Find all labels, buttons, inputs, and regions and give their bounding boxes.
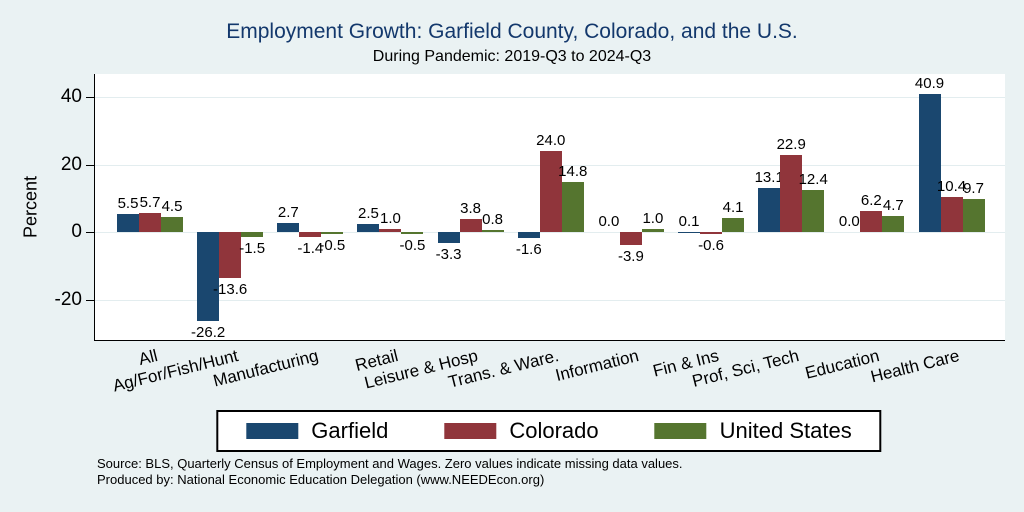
value-label-united-states-ag-for-fish-hunt: -1.5 [239, 240, 266, 258]
value-label-colorado-information: -3.9 [617, 248, 644, 266]
y-tick--20 [86, 299, 94, 301]
gridline-y-0 [95, 232, 1005, 234]
bar-united-states-manufacturing [321, 232, 344, 234]
bar-colorado-trans-ware [539, 151, 562, 233]
value-label-garfield-information: 0.0 [598, 213, 620, 231]
bar-garfield-health-care [918, 93, 941, 233]
bar-united-states-ag-for-fish-hunt [241, 232, 264, 238]
bar-united-states-all [161, 217, 183, 233]
bar-colorado-manufacturing [299, 232, 322, 238]
plot-area: 5.5 -26.2 2.7 2.5 -3.3 -1.6 0.0 0.1 13.1 0.0 40.9 5… [94, 74, 1005, 341]
value-label-garfield-trans-ware: -1.6 [515, 240, 542, 258]
bar-colorado-ag-for-fish-hunt [219, 232, 242, 279]
value-label-colorado-all: 5.7 [139, 194, 161, 211]
source-line-1: Source: BLS, Quarterly Census of Employm… [97, 456, 683, 471]
x-label-education: Education [802, 346, 881, 383]
value-label-colorado-ag-for-fish-hunt: -13.6 [213, 281, 248, 299]
x-label-health-care: Health Care [868, 346, 962, 387]
bar-garfield-ag-for-fish-hunt [197, 232, 220, 321]
bar-colorado-fin-ins [700, 232, 723, 235]
source-line-2: Produced by: National Economic Education… [97, 472, 545, 487]
bar-united-states-leisure-hosp [481, 229, 504, 233]
value-label-united-states-all: 4.5 [161, 198, 183, 216]
bar-united-states-prof-sci-tech [802, 190, 825, 233]
y-tick-label-20: 20 [60, 153, 82, 175]
value-label-colorado-manufacturing: -1.4 [297, 240, 324, 258]
y-tick-label--20: -20 [54, 288, 82, 310]
bar-united-states-trans-ware [561, 182, 584, 233]
value-label-united-states-retail: -0.5 [399, 236, 426, 254]
value-label-colorado-fin-ins: -0.6 [698, 237, 724, 255]
bar-garfield-trans-ware [517, 232, 540, 238]
value-label-united-states-manufacturing: -0.5 [319, 236, 346, 254]
bar-united-states-information [641, 228, 664, 233]
value-label-colorado-education: 6.2 [860, 192, 882, 210]
value-label-colorado-prof-sci-tech: 22.9 [776, 135, 806, 153]
value-label-garfield-retail: 2.5 [358, 204, 379, 222]
gridline-y--20 [95, 299, 1005, 301]
bar-colorado-education [860, 211, 883, 233]
value-label-garfield-all: 5.5 [117, 194, 139, 212]
legend-item-garfield: Garfield [246, 418, 388, 444]
value-label-united-states-trans-ware: 14.8 [558, 163, 588, 181]
chart-subtitle: During Pandemic: 2019-Q3 to 2024-Q3 [372, 48, 652, 65]
value-label-garfield-ag-for-fish-hunt: -26.2 [191, 323, 226, 341]
bar-garfield-leisure-hosp [437, 232, 460, 244]
legend-item-united-states: United States [654, 418, 852, 444]
bar-colorado-health-care [940, 197, 963, 233]
value-label-united-states-information: 1.0 [642, 209, 664, 227]
legend-swatch-garfield [246, 423, 299, 439]
legend-swatch-united-states [654, 423, 707, 439]
value-label-garfield-manufacturing: 2.7 [277, 204, 299, 222]
y-tick-20 [86, 164, 94, 166]
value-label-garfield-leisure-hosp: -3.3 [435, 246, 462, 264]
source-note: Source: BLS, Quarterly Census of Employm… [97, 456, 683, 488]
bar-colorado-retail [379, 228, 402, 233]
value-label-united-states-health-care: 9.7 [963, 180, 984, 198]
bar-colorado-all [139, 213, 161, 233]
value-label-colorado-leisure-hosp: 3.8 [460, 200, 482, 218]
value-label-colorado-trans-ware: 24.0 [536, 132, 566, 150]
x-label-information: Information [553, 346, 641, 386]
legend-label-united-states: United States [719, 418, 852, 443]
y-tick-40 [86, 96, 94, 98]
value-label-united-states-education: 4.7 [882, 197, 904, 215]
y-tick-0 [86, 232, 94, 234]
bar-garfield-manufacturing [277, 223, 300, 233]
gridline-y-40 [95, 96, 1005, 98]
legend-swatch-colorado [444, 423, 497, 439]
bar-colorado-prof-sci-tech [780, 154, 803, 233]
bar-garfield-prof-sci-tech [758, 187, 781, 233]
value-label-garfield-health-care: 40.9 [914, 74, 945, 92]
bar-united-states-health-care [962, 199, 985, 233]
legend-label-colorado: Colorado [509, 418, 599, 443]
value-label-united-states-fin-ins: 4.1 [722, 199, 744, 217]
value-label-garfield-fin-ins: 0.1 [678, 212, 700, 230]
bar-united-states-education [882, 216, 905, 233]
bar-garfield-retail [357, 223, 380, 233]
bar-colorado-information [619, 232, 642, 246]
value-label-garfield-prof-sci-tech: 13.1 [754, 168, 784, 186]
y-tick-label-40: 40 [60, 85, 82, 107]
bar-garfield-all [117, 213, 139, 233]
value-label-garfield-education: 0.0 [838, 213, 860, 231]
legend-item-colorado: Colorado [444, 418, 599, 444]
legend: Garfield Colorado United States [216, 410, 882, 452]
chart-title: Employment Growth: Garfield County, Colo… [226, 20, 798, 43]
value-label-united-states-prof-sci-tech: 12.4 [798, 171, 828, 189]
bar-colorado-leisure-hosp [459, 219, 482, 233]
bar-united-states-retail [401, 232, 424, 234]
value-label-united-states-leisure-hosp: 0.8 [482, 210, 504, 228]
value-label-colorado-retail: 1.0 [380, 209, 401, 227]
legend-label-garfield: Garfield [311, 418, 389, 443]
value-label-colorado-health-care: 10.4 [936, 178, 967, 196]
y-tick-label-0: 0 [71, 221, 82, 243]
bar-united-states-fin-ins [722, 218, 745, 233]
